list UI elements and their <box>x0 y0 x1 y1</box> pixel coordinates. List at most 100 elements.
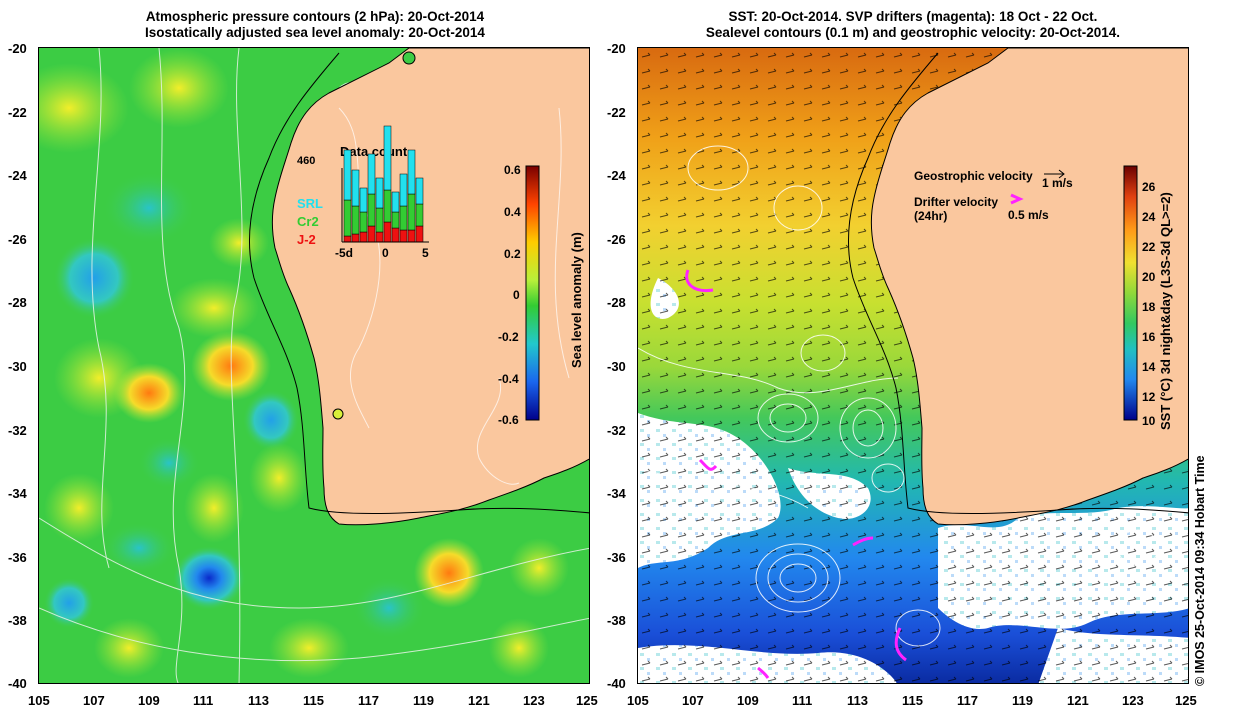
right-lat-tick: -24 <box>607 168 626 183</box>
right-lat-tick: -26 <box>607 232 626 247</box>
left-lon-tick: 125 <box>576 693 598 708</box>
australia-landmass <box>271 48 589 526</box>
left-title-line2: Isostatically adjusted sea level anomaly… <box>145 25 485 40</box>
left-lat-tick: -38 <box>8 613 27 628</box>
sla-cbar-tick-3: 0 <box>513 288 520 302</box>
inset-bar-green <box>367 193 376 227</box>
right-lat-tick: -34 <box>607 486 626 501</box>
inset-bar-green <box>359 211 368 233</box>
left-lat-tick: -32 <box>8 423 27 438</box>
sst-cbar-tick-4: 18 <box>1142 300 1156 314</box>
left-lon-tick: 109 <box>138 693 160 708</box>
left-lat-tick: -30 <box>8 359 27 374</box>
left-lat-tick: -34 <box>8 486 27 501</box>
left-lon-tick: 119 <box>413 693 434 708</box>
right-lon-tick: 119 <box>1012 693 1033 708</box>
svp-drifters <box>685 269 907 679</box>
sst-shelf-edge <box>847 52 1188 514</box>
left-lat-tick: -20 <box>8 41 27 56</box>
sst-cbar-tick-5: 16 <box>1142 330 1156 344</box>
right-lon-tick: 115 <box>902 693 923 708</box>
right-lat-tick: -40 <box>607 676 626 691</box>
right-lat-tick: -28 <box>607 295 626 310</box>
left-lat-tick: -22 <box>8 105 27 120</box>
left-lat-tick: -24 <box>8 168 27 183</box>
drifter-legend-arrow <box>1010 193 1024 205</box>
left-lon-tick: 115 <box>303 693 324 708</box>
inset-xtick-1: 0 <box>382 246 389 260</box>
drifter-track <box>757 666 770 679</box>
velocity-legend: Geostrophic velocity 1 m/s Drifter veloc… <box>914 169 1073 223</box>
drifter-track <box>852 536 874 547</box>
sla-island-marker <box>332 408 344 420</box>
inset-bar-red <box>407 229 416 243</box>
sealevel-contours <box>638 145 1159 647</box>
left-lon-tick: 107 <box>83 693 105 708</box>
drifter-velocity-speed: 0.5 m/s <box>1008 208 1049 222</box>
inset-bar-cyan <box>399 173 408 207</box>
left-lat-tick: -28 <box>8 295 27 310</box>
sla-anomaly-field <box>39 48 569 678</box>
left-lon-tick: 113 <box>248 693 269 708</box>
sst-cbar-tick-6: 14 <box>1142 360 1156 374</box>
inset-bar-red <box>367 225 376 243</box>
right-lon-tick: 113 <box>847 693 868 708</box>
drifter-track <box>698 458 718 471</box>
inset-bar-red <box>383 221 392 243</box>
inset-bar-green <box>351 205 360 235</box>
australia-landmass-sst <box>870 48 1188 526</box>
inset-bar-red <box>351 233 360 243</box>
right-title-line1: SST: 20-Oct-2014. SVP drifters (magenta)… <box>728 9 1098 24</box>
sla-cbar-tick-5: -0.4 <box>498 372 519 386</box>
sst-cbar-tick-7: 12 <box>1142 390 1156 404</box>
inset-bar-green <box>383 189 392 223</box>
right-lat-tick: -32 <box>607 423 626 438</box>
inset-bar-green <box>375 207 384 233</box>
inset-bar-cyan <box>343 149 352 201</box>
sla-north-marker <box>402 51 416 65</box>
inset-legend-srl: SRL <box>297 196 323 211</box>
sst-cbar-tick-1: 24 <box>1142 210 1156 224</box>
left-lon-tick: 121 <box>468 693 490 708</box>
right-lon-tick: 125 <box>1175 693 1197 708</box>
right-lon-tick: 107 <box>682 693 704 708</box>
geo-velocity-label: Geostrophic velocity <box>914 169 1033 183</box>
inset-ymax: 460 <box>297 155 315 167</box>
inset-bar-green <box>391 211 400 229</box>
sst-cbar-tick-2: 22 <box>1142 240 1156 254</box>
inset-bar-cyan <box>415 177 424 205</box>
right-lat-tick: -38 <box>607 613 626 628</box>
sla-cbar-tick-1: 0.4 <box>504 205 521 219</box>
drifter-track <box>685 269 714 293</box>
drifter-velocity-sub: (24hr) <box>914 209 947 223</box>
inset-bar-red <box>375 231 384 243</box>
drifter-velocity-label: Drifter velocity <box>914 195 998 209</box>
left-lon-tick: 111 <box>193 693 214 708</box>
sst-map-svg: Geostrophic velocity 1 m/s Drifter veloc… <box>638 48 1188 683</box>
inset-xtick-0: -5d <box>335 246 353 260</box>
left-lon-tick: 123 <box>523 693 545 708</box>
sst-map: Geostrophic velocity 1 m/s Drifter veloc… <box>637 47 1189 684</box>
right-lon-tick: 117 <box>957 693 978 708</box>
right-lat-tick: -30 <box>607 359 626 374</box>
left-lat-tick: -36 <box>8 550 27 565</box>
left-lon-tick: 117 <box>358 693 379 708</box>
inset-bar-cyan <box>359 187 368 213</box>
inset-bar-green <box>343 199 352 237</box>
inset-bar-cyan <box>391 191 400 213</box>
sla-colorbar: 0.6 0.4 0.2 0 -0.2 -0.4 -0.6 Sea level a… <box>498 163 584 427</box>
inset-bar-green <box>407 193 416 231</box>
right-lon-tick: 109 <box>737 693 759 708</box>
sla-cbar-label: Sea level anomaly (m) <box>569 232 584 368</box>
inset-bar-red <box>343 235 352 243</box>
inset-bar-cyan <box>367 153 376 195</box>
left-lat-tick: -26 <box>8 232 27 247</box>
sla-cbar-tick-6: -0.6 <box>498 413 519 427</box>
inset-bars <box>343 125 424 243</box>
sst-cbar-tick-0: 26 <box>1142 180 1156 194</box>
sst-colorbar: 26 24 22 20 18 16 14 12 10 <box>1123 165 1156 428</box>
inset-bar-cyan <box>351 169 360 207</box>
sst-cbar-tick-8: 10 <box>1142 414 1156 428</box>
inset-legend-cr2: Cr2 <box>297 214 319 229</box>
inset-bar-cyan <box>375 177 384 209</box>
